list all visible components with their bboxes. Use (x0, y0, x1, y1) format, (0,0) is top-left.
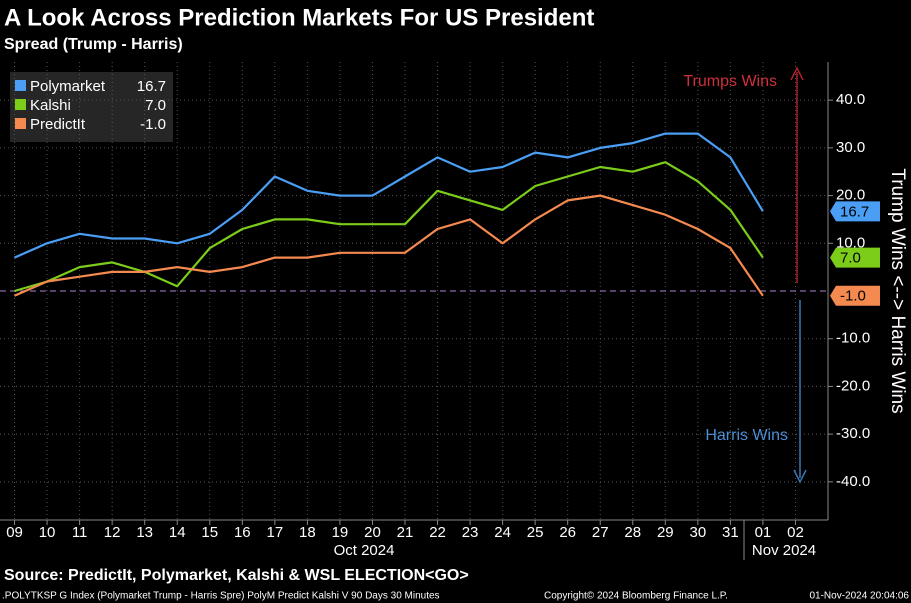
x-tick-label: 17 (267, 524, 284, 541)
y-tick-label: -20.0 (836, 377, 870, 394)
x-tick-label: 19 (332, 524, 349, 541)
y-tick-label: 30.0 (836, 139, 865, 156)
x-tick-label: 01 (755, 524, 772, 541)
x-tick-label: 31 (722, 524, 739, 541)
footer: .POLYTKSP G Index (Polymarket Trump - Ha… (2, 591, 440, 602)
footer: Copyright© 2024 Bloomberg Finance L.P. (544, 591, 728, 602)
value-tag-label: -1.0 (840, 288, 866, 305)
x-tick-label: 11 (72, 524, 88, 541)
x-tick-label: 20 (364, 524, 381, 541)
x-tick-label: 26 (559, 524, 576, 541)
y-tick-label: 40.0 (836, 91, 865, 108)
value-tag (830, 247, 880, 268)
x-tick-label: 28 (624, 524, 641, 541)
x-tick-label: 14 (169, 524, 186, 541)
x-tick-label: 09 (6, 524, 23, 541)
month-label: Nov 2024 (752, 542, 816, 559)
y-tick-label: -40.0 (836, 473, 870, 490)
source: Source: PredictIt, Polymarket, Kalshi & … (4, 567, 469, 584)
legend (10, 72, 173, 142)
x-tick-label: 27 (592, 524, 609, 541)
chart-subtitle: Spread (Trump - Harris) (4, 36, 183, 53)
x-tick-label: 15 (201, 524, 218, 541)
value-tag (830, 201, 880, 222)
x-tick-label: 18 (299, 524, 316, 541)
legend-value: 16.7 (137, 78, 166, 95)
series-line (14, 132, 764, 259)
legend-label: PredictIt (30, 116, 86, 133)
legend-label: Polymarket (30, 78, 106, 95)
x-tick-label: 16 (234, 524, 251, 541)
y-tick-label: -30.0 (836, 425, 870, 442)
x-tick-label: 24 (494, 524, 511, 541)
legend-value: 7.0 (145, 97, 166, 114)
x-tick-label: 30 (690, 524, 707, 541)
arrowhead (790, 66, 804, 81)
legend-swatch (15, 80, 26, 91)
legend-swatch (15, 118, 26, 129)
x-tick-label: 22 (429, 524, 446, 541)
x-tick-label: 02 (787, 524, 804, 541)
value-tag (830, 285, 880, 306)
series-line (14, 161, 764, 293)
series-line (14, 194, 764, 297)
y-tick-label: -10.0 (836, 330, 870, 347)
y-tick-label: 20.0 (836, 187, 865, 204)
footer: 01-Nov-2024 20:04:06 (809, 591, 909, 602)
x-tick-label: 12 (104, 524, 121, 541)
annotation: Harris Wins (705, 427, 788, 444)
month-label: Oct 2024 (334, 542, 395, 559)
x-tick-label: 13 (136, 524, 153, 541)
y-axis-label: Trump Wins <--> Harris Wins (887, 168, 908, 413)
annotation: Trumps Wins (683, 73, 777, 90)
legend-value: -1.0 (140, 116, 166, 133)
x-tick-label: 29 (657, 524, 674, 541)
x-tick-label: 25 (527, 524, 544, 541)
x-tick-label: 21 (397, 524, 414, 541)
x-tick-label: 10 (39, 524, 56, 541)
legend-label: Kalshi (30, 97, 71, 114)
value-tag-label: 16.7 (840, 203, 869, 220)
y-tick-label: 10.0 (836, 234, 865, 251)
chart-title: A Look Across Prediction Markets For US … (4, 4, 594, 31)
value-tag-label: 7.0 (840, 250, 861, 267)
x-tick-label: 23 (462, 524, 479, 541)
legend-swatch (15, 99, 26, 110)
